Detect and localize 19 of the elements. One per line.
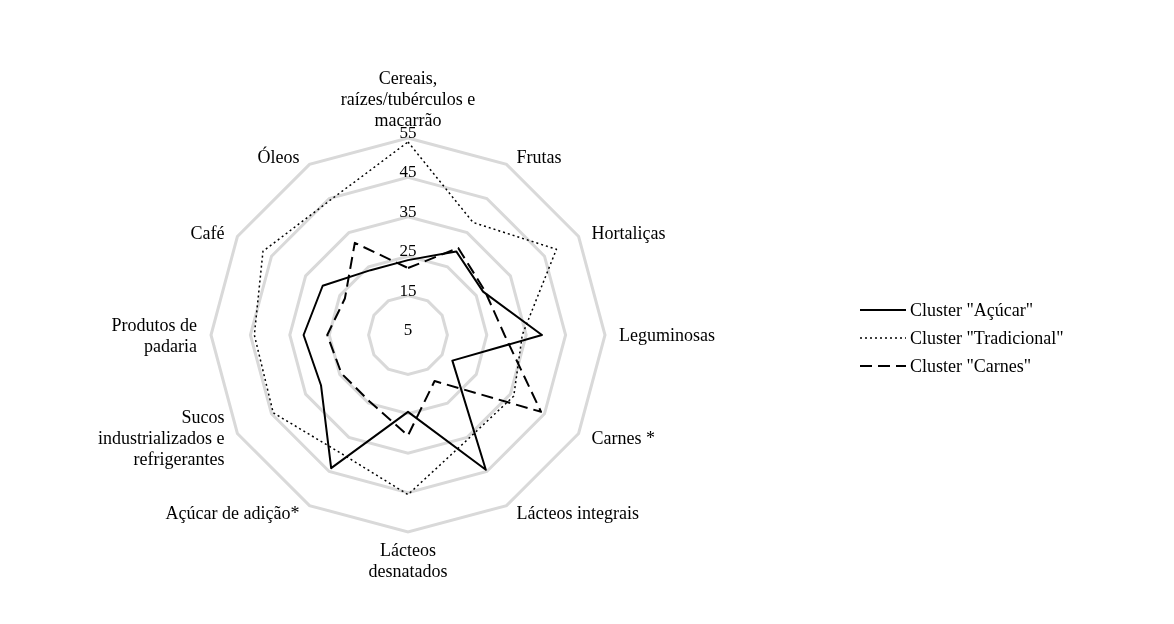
y-tick-label: 35	[399, 201, 417, 221]
spoke-label: Leguminosas	[619, 325, 715, 345]
spoke-label: Sucos industrializados e refrigerantes	[98, 406, 225, 469]
legend-label: Cluster "Tradicional"	[910, 327, 1064, 349]
y-tick-label: 5	[403, 320, 413, 339]
spoke-label: Produtos de padaria	[111, 314, 198, 356]
legend-label: Cluster "Açúcar"	[910, 299, 1034, 321]
spoke-label: Frutas	[516, 147, 562, 168]
y-tick-label: 25	[399, 241, 417, 261]
y-tick-label: 45	[399, 162, 417, 182]
spoke-label: Lácteos integrais	[516, 502, 639, 523]
spoke-label: Açúcar de adição*	[165, 502, 300, 523]
legend-label: Cluster "Carnes"	[910, 355, 1032, 377]
spoke-label: Lácteos desnatados	[368, 540, 448, 581]
y-tick-label: 15	[399, 280, 417, 300]
spoke-label: Óleos	[257, 146, 300, 168]
spoke-label: Hortaliças	[591, 222, 666, 243]
spoke-label: Café	[190, 222, 225, 243]
spoke-label: Carnes *	[591, 427, 656, 448]
